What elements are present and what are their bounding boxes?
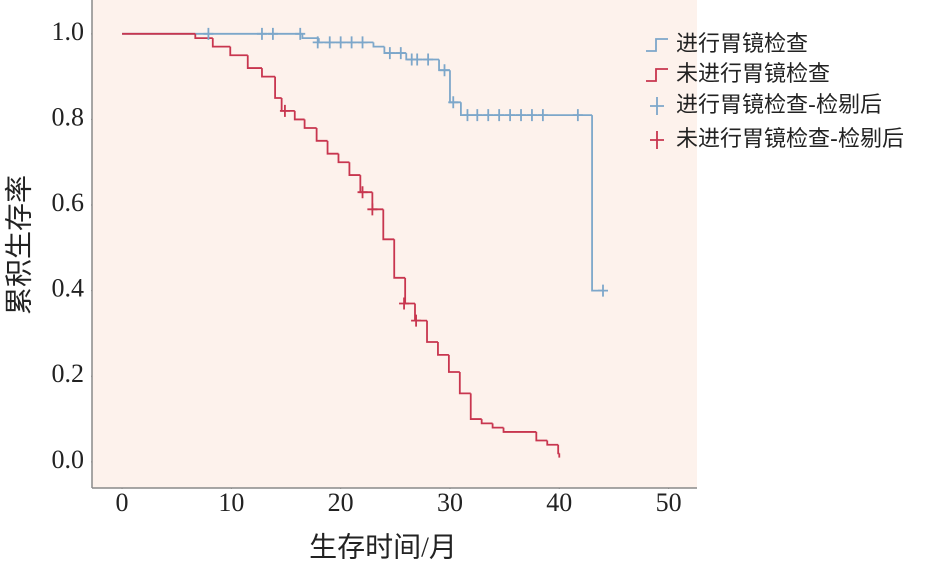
survival-step (469, 393, 482, 420)
survival-step (557, 444, 560, 455)
survival-step (437, 342, 449, 356)
censor-mark (367, 203, 378, 216)
censor-mark (597, 284, 608, 297)
censor-mark (203, 27, 214, 40)
survival-step (480, 419, 493, 425)
survival-step (246, 55, 262, 69)
censor-mark (267, 27, 278, 40)
censor-mark (279, 104, 290, 117)
censor-mark (505, 109, 516, 122)
y-tick-label: 0.0 (52, 445, 85, 474)
censor-mark (256, 27, 267, 40)
y-tick-label: 0.6 (52, 188, 85, 217)
survival-step (382, 209, 395, 241)
survival-step (502, 427, 537, 433)
censor-mark (357, 186, 368, 199)
survival-step (348, 162, 361, 176)
survival-step (261, 68, 276, 78)
censor-mark (384, 47, 395, 60)
survival-step (372, 42, 385, 48)
x-tick-label: 50 (656, 488, 682, 517)
survival-step (458, 371, 471, 395)
legend-label: 未进行胃镜检查-检剔后 (676, 127, 904, 152)
legend-symbol (646, 68, 668, 82)
censor-mark (423, 53, 434, 66)
survival-step (315, 127, 328, 142)
survival-step (546, 440, 559, 446)
survival-step (301, 33, 319, 39)
censor-mark (312, 36, 323, 49)
censor-mark (462, 109, 473, 122)
survival-step (491, 423, 504, 429)
x-axis-title: 生存时间/月 (309, 531, 457, 563)
censor-mark (537, 109, 548, 122)
survival-step (303, 119, 317, 129)
x-tick-label: 30 (437, 488, 463, 517)
x-tick-label: 0 (116, 488, 129, 517)
survival-step (460, 102, 593, 117)
censor-mark (411, 314, 422, 327)
survival-step (229, 46, 248, 57)
censor-mark (494, 109, 505, 122)
censor-mark (472, 109, 483, 122)
survival-step (426, 320, 438, 343)
censor-mark (572, 109, 583, 122)
legend-symbol (650, 97, 664, 115)
censor-mark (439, 64, 450, 77)
survival-step (535, 431, 548, 442)
censor-mark (399, 297, 410, 310)
survival-step (326, 140, 339, 155)
survival-step (293, 110, 305, 121)
survival-step (194, 33, 213, 39)
censor-mark (412, 53, 423, 66)
legend-symbol (650, 131, 664, 149)
survival-step (274, 76, 282, 99)
x-tick-label: 20 (328, 488, 354, 517)
censor-mark (335, 36, 346, 49)
x-tick-label: 10 (218, 488, 244, 517)
censor-mark (516, 109, 527, 122)
legend-label: 未进行胃镜检查 (676, 62, 830, 87)
legend-label: 进行胃镜检查-检剔后 (676, 93, 882, 118)
survival-step (393, 239, 406, 279)
legend-label: 进行胃镜检查 (676, 32, 808, 57)
survival-step (337, 153, 350, 164)
censor-mark (526, 109, 537, 122)
survival-step (447, 354, 460, 373)
survival-step (211, 38, 231, 48)
censor-mark (483, 109, 494, 122)
y-tick-label: 0.4 (52, 274, 85, 303)
censor-mark (295, 27, 306, 40)
y-axis-title: 累积生存率 (3, 175, 35, 315)
legend-symbol (646, 38, 668, 52)
y-tick-label: 0.2 (52, 359, 85, 388)
x-tick-label: 40 (546, 488, 572, 517)
y-tick-label: 0.8 (52, 102, 85, 131)
censor-mark (346, 36, 357, 49)
censor-mark (357, 36, 368, 49)
censor-mark (395, 47, 406, 60)
censor-mark (448, 96, 459, 109)
censor-mark (324, 36, 335, 49)
y-tick-label: 1.0 (52, 17, 85, 46)
